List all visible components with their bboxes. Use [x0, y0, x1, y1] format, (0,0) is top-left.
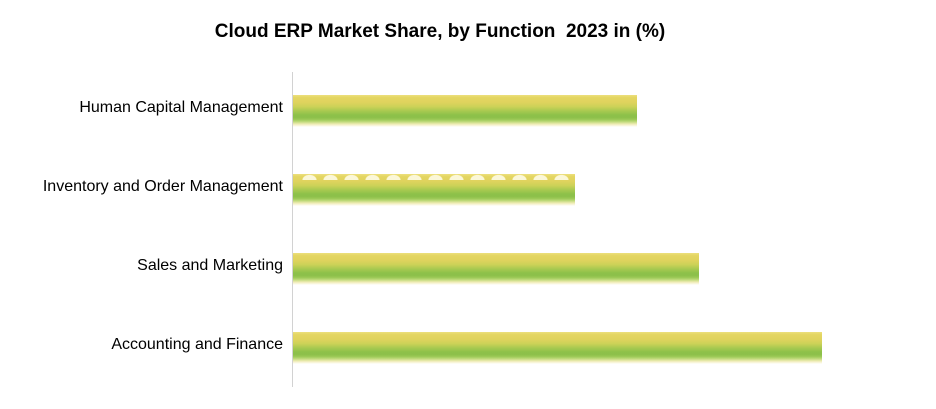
bar	[293, 171, 575, 206]
bar-row: Human Capital Management	[0, 95, 936, 127]
category-label: Human Capital Management	[79, 99, 283, 116]
bar-row: Sales and Marketing	[0, 253, 936, 285]
category-label: Sales and Marketing	[137, 257, 283, 274]
bar	[293, 253, 699, 285]
category-label: Inventory and Order Management	[42, 178, 283, 195]
bar-row: Inventory and Order Management	[0, 171, 936, 206]
bar-row: Accounting and Finance	[0, 332, 936, 364]
bar	[293, 95, 637, 127]
y-axis-line	[292, 72, 293, 387]
chart-title: Cloud ERP Market Share, by Function 2023…	[214, 21, 666, 42]
bar	[293, 332, 822, 364]
category-label: Accounting and Finance	[111, 336, 283, 353]
